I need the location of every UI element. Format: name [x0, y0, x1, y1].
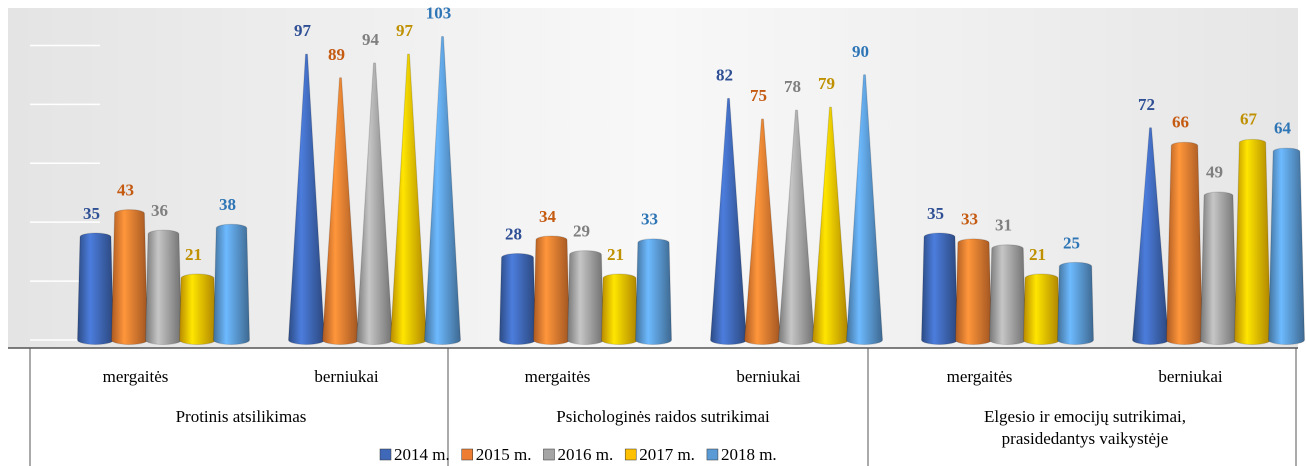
axis-table — [8, 348, 1298, 466]
data-label: 21 — [1029, 245, 1046, 264]
legend-label: 2018 m. — [721, 445, 777, 464]
group-label: Elgesio ir emocijų sutrikimai, — [984, 407, 1186, 426]
data-label: 72 — [1138, 95, 1155, 114]
data-label: 89 — [328, 45, 345, 64]
cone — [532, 235, 571, 345]
cone — [743, 118, 782, 345]
cone — [988, 244, 1027, 345]
data-label: 28 — [505, 224, 522, 243]
data-label: 49 — [1206, 163, 1223, 182]
x-tick-label: berniukai — [1158, 367, 1222, 386]
cone — [954, 238, 993, 345]
cone — [920, 232, 959, 345]
data-label: 21 — [607, 245, 624, 264]
cone — [1267, 147, 1306, 345]
cone — [1056, 261, 1095, 345]
data-label: 21 — [185, 245, 202, 264]
cone — [144, 229, 183, 345]
data-label: 97 — [396, 21, 414, 40]
cone — [389, 53, 428, 345]
legend-swatch — [379, 448, 392, 461]
cone — [1131, 127, 1170, 345]
x-tick-label: mergaitės — [525, 367, 591, 386]
data-label: 64 — [1274, 118, 1292, 137]
data-label: 75 — [750, 86, 767, 105]
data-label: 103 — [426, 4, 452, 23]
cone — [600, 273, 639, 345]
legend-label: 2016 m. — [557, 445, 613, 464]
cone — [811, 106, 850, 345]
data-label: 82 — [716, 65, 733, 84]
group-label: Psichologinės raidos sutrikimai — [556, 407, 770, 426]
cone — [1165, 141, 1204, 345]
cone — [498, 253, 537, 345]
cone — [110, 209, 149, 345]
x-tick-label: berniukai — [314, 367, 378, 386]
data-label: 66 — [1172, 113, 1189, 132]
data-label: 78 — [784, 77, 801, 96]
data-label: 29 — [573, 221, 590, 240]
data-label: 33 — [641, 210, 658, 229]
legend-label: 2017 m. — [639, 445, 695, 464]
data-label: 25 — [1063, 233, 1080, 252]
data-label: 34 — [539, 207, 557, 226]
data-label: 43 — [117, 180, 134, 199]
data-label: 97 — [294, 21, 312, 40]
x-tick-label: mergaitės — [947, 367, 1013, 386]
data-label: 33 — [961, 210, 978, 229]
cone — [709, 97, 748, 345]
cone — [634, 238, 673, 345]
cone — [287, 53, 326, 345]
legend-label: 2015 m. — [476, 445, 532, 464]
legend-swatch — [461, 448, 473, 461]
data-label: 67 — [1240, 110, 1258, 129]
legend-swatch — [624, 448, 637, 461]
legend-label: 2014 m. — [394, 445, 450, 464]
cone — [777, 109, 816, 345]
data-label: 38 — [219, 195, 236, 214]
cone — [1022, 273, 1061, 345]
data-label: 35 — [927, 204, 944, 223]
cone — [212, 223, 251, 345]
data-label: 79 — [818, 74, 835, 93]
cone — [566, 250, 605, 345]
data-label: 31 — [995, 216, 1012, 235]
x-tick-label: mergaitės — [103, 367, 169, 386]
data-label: 90 — [852, 42, 869, 61]
cone — [321, 77, 360, 345]
cone — [355, 62, 394, 345]
x-tick-label: berniukai — [736, 367, 800, 386]
cone — [423, 35, 462, 345]
group-label: Protinis atsilikimas — [176, 407, 307, 426]
legend-swatch — [543, 448, 555, 461]
cone — [1233, 138, 1272, 345]
cone — [845, 74, 884, 345]
legend-swatch — [706, 448, 719, 461]
group-label: prasidedantys vaikystėje — [1002, 429, 1169, 448]
data-label: 94 — [362, 30, 380, 49]
cone — [1199, 191, 1238, 345]
cone — [76, 232, 115, 345]
data-label: 35 — [83, 204, 100, 223]
cone — [178, 273, 217, 345]
data-label: 36 — [151, 201, 168, 220]
